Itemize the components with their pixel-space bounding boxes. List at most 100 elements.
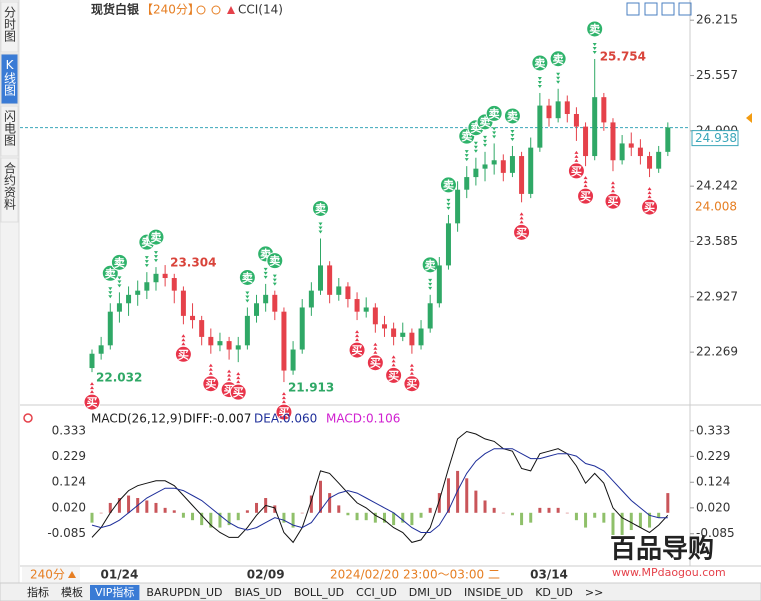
signal-badge xyxy=(513,223,531,241)
candle-body xyxy=(217,341,223,346)
signal-badge xyxy=(577,187,595,205)
macd-bar xyxy=(574,512,578,521)
bottom-tab[interactable] xyxy=(141,585,228,600)
macd-y-tick-label-left: 0.333 xyxy=(52,423,86,437)
macd-bar xyxy=(657,512,661,518)
candle-body xyxy=(519,156,525,194)
signal-badge xyxy=(403,375,421,393)
icon-button[interactable] xyxy=(678,2,692,16)
bottom-tab[interactable] xyxy=(403,585,458,600)
bottom-tab-label[interactable]: >> xyxy=(585,586,603,599)
bottom-tab[interactable] xyxy=(351,585,402,600)
signal-badge xyxy=(174,345,192,363)
signal-arrow xyxy=(583,184,588,188)
bottom-tab-label[interactable]: BIAS_UD xyxy=(235,586,282,599)
macd-y-tick-label: 0.333 xyxy=(696,423,730,437)
candle-body xyxy=(281,311,287,371)
bottom-tab[interactable] xyxy=(579,585,609,600)
bottom-tab-label[interactable]: VIP指标 xyxy=(95,585,134,599)
ref-price-label: 24.008 xyxy=(695,199,737,213)
macd-bar xyxy=(520,512,524,526)
signal-badge xyxy=(202,375,220,393)
bottom-tab-label[interactable]: INSIDE_UD xyxy=(464,586,523,599)
candle-body xyxy=(226,341,232,350)
macd-bar xyxy=(319,480,322,513)
bottom-tab[interactable] xyxy=(288,585,350,600)
icon-button[interactable] xyxy=(644,2,658,16)
signal-arrow xyxy=(409,363,414,367)
candle-body xyxy=(473,168,479,178)
sidebar-tab-label[interactable]: 分时图 xyxy=(3,6,17,42)
sidebar-tab[interactable] xyxy=(0,53,19,105)
signal-arrow xyxy=(355,334,360,338)
signal-badge xyxy=(385,366,403,384)
signal-arrow xyxy=(236,372,241,376)
signal-arrow xyxy=(153,259,158,263)
signal-arrow xyxy=(281,392,286,396)
signal-label: 卖 xyxy=(553,52,564,66)
zoom-out[interactable] xyxy=(196,5,206,15)
signal-badge xyxy=(238,268,256,286)
signal-arrow xyxy=(208,371,213,375)
signal-arrow xyxy=(583,180,588,184)
candle-body xyxy=(500,160,506,173)
bottom-tab-label[interactable]: DMI_UD xyxy=(409,586,452,599)
candle-body xyxy=(436,265,442,304)
signal-arrow xyxy=(208,367,213,371)
bottom-tab-label[interactable]: 指标 xyxy=(27,585,49,599)
macd-y-tick-label-left: 0.020 xyxy=(52,500,86,514)
bottom-tab[interactable] xyxy=(90,585,140,600)
bottom-tab-label[interactable]: BARUPDN_UD xyxy=(146,586,222,599)
icon-button[interactable] xyxy=(626,2,640,16)
sidebar-tab-label[interactable]: 闪电图 xyxy=(3,110,17,146)
period-arrow[interactable] xyxy=(68,571,76,578)
signal-arrow xyxy=(464,150,469,154)
signal-arrow xyxy=(144,256,149,260)
macd-bar xyxy=(584,512,588,528)
signal-arrow xyxy=(556,80,561,84)
signal-badge xyxy=(549,50,567,68)
sidebar-tab[interactable] xyxy=(0,157,19,223)
signal-arrow xyxy=(574,158,579,162)
signal-label: 卖 xyxy=(480,115,491,129)
candle-body xyxy=(327,265,333,295)
bottom-tab[interactable] xyxy=(459,585,529,600)
bottom-tab[interactable] xyxy=(22,585,54,600)
macd-header: DEA:0.060 xyxy=(254,412,317,426)
bottom-tab-label[interactable]: CCI_UD xyxy=(356,586,397,599)
signal-arrow xyxy=(153,251,158,255)
sidebar-tab-label[interactable]: 合约资料 xyxy=(3,161,17,210)
price-marker xyxy=(746,113,752,123)
icon-button[interactable] xyxy=(661,2,675,16)
toolbar-icons[interactable] xyxy=(626,2,692,16)
y-tick-label: 25.557 xyxy=(696,68,738,82)
signal-label: 买 xyxy=(607,195,618,208)
signal-label: 卖 xyxy=(425,258,436,272)
candle-body xyxy=(491,160,497,165)
candle-body xyxy=(308,290,314,308)
zoom-in[interactable] xyxy=(211,5,221,15)
period-button[interactable]: 240分 xyxy=(30,568,65,582)
bottom-tab[interactable] xyxy=(56,585,88,600)
sidebar-tab-label[interactable]: K线图 xyxy=(3,58,17,96)
signal-badge xyxy=(266,252,284,270)
settings-icon[interactable] xyxy=(23,413,33,423)
signal-arrow xyxy=(318,226,323,230)
signal-badge xyxy=(421,256,439,274)
bottom-tab-label[interactable]: KD_UD xyxy=(535,586,573,599)
signal-badge xyxy=(586,20,604,38)
macd-bar xyxy=(145,500,149,513)
signal-arrow xyxy=(245,295,250,299)
sidebar-tab[interactable] xyxy=(0,1,19,53)
sidebar-tab[interactable] xyxy=(0,105,19,157)
bottom-tab-label[interactable]: BOLL_UD xyxy=(294,586,344,599)
bottom-tab[interactable] xyxy=(229,585,287,600)
bottom-tab-label[interactable]: 模板 xyxy=(61,585,83,599)
bottom-tab[interactable] xyxy=(530,585,578,600)
period-button-bg[interactable] xyxy=(22,567,80,582)
signal-arrow xyxy=(464,158,469,162)
candle-body xyxy=(637,147,643,157)
watermark-brand: 百品导购 xyxy=(610,535,714,565)
